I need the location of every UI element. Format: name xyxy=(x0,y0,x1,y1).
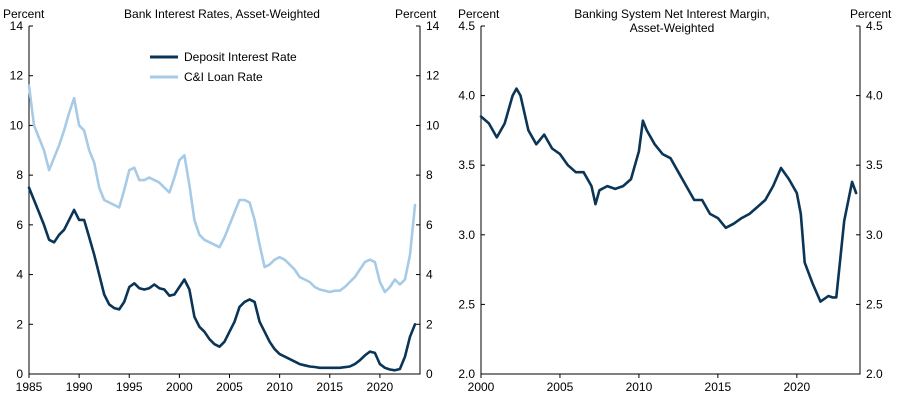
left-xtick-label: 2000 xyxy=(166,380,193,394)
right-ylabel-right: Percent xyxy=(850,7,892,21)
left-series-line-0 xyxy=(27,84,417,294)
left-ytick-label-left: 8 xyxy=(16,168,23,182)
right-ytick-label-right: 4.0 xyxy=(866,89,883,103)
legend-label-deposit: Deposit Interest Rate xyxy=(184,50,297,64)
left-yticks-left: 0 2 4 6 8 10 12 14 xyxy=(10,19,33,381)
chart-left: Percent Percent Bank Interest Rates, Ass… xyxy=(3,7,440,394)
right-ylabel-left: Percent xyxy=(458,7,500,21)
left-ytick-label-left: 4 xyxy=(16,268,23,282)
legend-label-ci-loan: C&I Loan Rate xyxy=(184,70,263,84)
left-ytick-label-right: 2 xyxy=(426,317,433,331)
left-ylabel-left: Percent xyxy=(3,7,45,21)
right-ytick-label-left: 4.0 xyxy=(458,89,475,103)
right-xtick-label: 2005 xyxy=(547,380,574,394)
left-xtick-label: 2020 xyxy=(367,380,394,394)
right-ytick-label-left: 2.0 xyxy=(458,367,475,381)
left-chart-title: Bank Interest Rates, Asset-Weighted xyxy=(124,7,320,21)
left-ytick-label-left: 14 xyxy=(10,19,24,33)
left-axes xyxy=(28,26,421,375)
left-ytick-label-left: 2 xyxy=(16,317,23,331)
left-ytick-label-right: 12 xyxy=(426,69,440,83)
left-series-line-1 xyxy=(27,186,417,372)
left-ytick-label-right: 10 xyxy=(426,118,440,132)
left-xticks: 1985 1990 1995 2000 2005 2010 2015 2020 xyxy=(16,374,394,394)
right-ytick-label-left: 2.5 xyxy=(458,297,475,311)
right-ytick-label-left: 3.0 xyxy=(458,228,475,242)
right-xtick-label: 2000 xyxy=(468,380,495,394)
left-xtick-label: 2010 xyxy=(266,380,293,394)
left-ylabel-right: Percent xyxy=(395,7,437,21)
right-yticks-right: 2.0 2.5 3.0 3.5 4.0 4.5 xyxy=(856,19,883,381)
left-ytick-label-left: 12 xyxy=(10,69,24,83)
left-ytick-label-right: 14 xyxy=(426,19,440,33)
left-series-group xyxy=(27,84,417,372)
left-ytick-label-right: 4 xyxy=(426,268,433,282)
left-ytick-label-left: 6 xyxy=(16,218,23,232)
right-xtick-label: 2020 xyxy=(783,380,810,394)
right-ytick-label-right: 2.5 xyxy=(866,297,883,311)
right-yticks-left: 2.0 2.5 3.0 3.5 4.0 4.5 xyxy=(458,19,485,381)
right-ytick-label-right: 2.0 xyxy=(866,367,883,381)
right-chart-title-line-2: Asset-Weighted xyxy=(630,21,715,35)
right-series-group xyxy=(479,87,858,303)
right-xtick-label: 2015 xyxy=(705,380,732,394)
right-ytick-label-left: 4.5 xyxy=(458,19,475,33)
left-ytick-label-left: 0 xyxy=(16,367,23,381)
right-ytick-label-left: 3.5 xyxy=(458,158,475,172)
chart-right: Percent Percent Banking System Net Inter… xyxy=(458,7,892,394)
right-axes xyxy=(480,26,861,375)
left-yticks-right: 0 2 4 6 8 10 12 14 xyxy=(416,19,440,381)
right-xtick-label: 2010 xyxy=(626,380,653,394)
right-series-line-0 xyxy=(479,87,858,303)
left-ytick-label-left: 10 xyxy=(10,118,24,132)
right-ytick-label-right: 4.5 xyxy=(866,19,883,33)
left-ytick-label-right: 6 xyxy=(426,218,433,232)
legend: Deposit Interest Rate C&I Loan Rate xyxy=(150,50,297,84)
right-ytick-label-right: 3.5 xyxy=(866,158,883,172)
left-xtick-label: 1985 xyxy=(16,380,43,394)
left-xtick-label: 1995 xyxy=(116,380,143,394)
left-xtick-label: 1990 xyxy=(66,380,93,394)
right-ytick-label-right: 3.0 xyxy=(866,228,883,242)
left-xtick-label: 2015 xyxy=(316,380,343,394)
left-ytick-label-right: 0 xyxy=(426,367,433,381)
right-chart-title-line-1: Banking System Net Interest Margin, xyxy=(574,7,769,21)
right-xticks: 2000 2005 2010 2015 2020 xyxy=(468,374,811,394)
left-xtick-label: 2005 xyxy=(216,380,243,394)
left-ytick-label-right: 8 xyxy=(426,168,433,182)
